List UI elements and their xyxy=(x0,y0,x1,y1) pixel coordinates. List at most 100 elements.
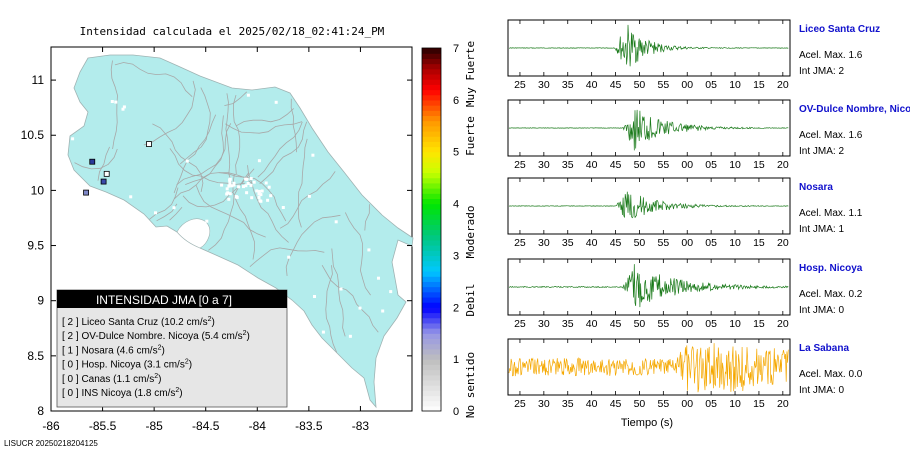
town-marker xyxy=(257,192,261,196)
colorbar-step xyxy=(422,48,441,54)
colorbar-step xyxy=(422,63,441,70)
legend-item-close: ) xyxy=(162,345,165,356)
road-line xyxy=(249,247,325,268)
legend-item-name: Nosara xyxy=(81,345,116,356)
colorbar-step xyxy=(422,328,441,334)
town-marker xyxy=(313,295,316,298)
road-line xyxy=(224,91,248,106)
road-line xyxy=(259,121,308,184)
colorbar-step xyxy=(422,400,441,407)
town-marker xyxy=(339,287,343,291)
town-marker xyxy=(110,100,114,103)
legend-item: [ 2 ] OV-Dulce Nombre. Nicoya (5.4 cm/s2… xyxy=(62,330,250,342)
road-line xyxy=(225,121,303,134)
waveform-x-tick-label: 55 xyxy=(657,318,669,330)
waveform-x-tick-label: 55 xyxy=(657,398,669,410)
colorbar-step xyxy=(422,110,441,117)
colorbar-step xyxy=(422,162,441,168)
footer-id: LISUCR 20250218204125 xyxy=(4,439,98,448)
intensity-colorbar: 0 1 2 3 4 5 6 7 No sentido Debil Moderado Fuerte Mu… xyxy=(421,41,477,418)
road-line xyxy=(325,265,338,353)
station-markers xyxy=(83,141,152,196)
town-marker xyxy=(228,178,232,182)
waveform-x-tick-label: 05 xyxy=(705,79,717,91)
legend-item-accel: (4.6 cm/s xyxy=(116,345,157,356)
colorbar-step xyxy=(422,203,441,210)
road-line xyxy=(232,94,241,175)
town-marker xyxy=(252,180,256,184)
waveform-x-tick-label: 15 xyxy=(753,398,765,410)
colorbar-step xyxy=(422,239,441,246)
waveform-x-tick-label: 00 xyxy=(681,237,693,249)
map-y-tick-label: 9.5 xyxy=(27,239,44,253)
town-marker xyxy=(244,177,248,181)
waveform-x-tick-label: 00 xyxy=(681,398,693,410)
legend-title: INTENSIDAD JMA [0 a 7] xyxy=(96,293,232,307)
station-marker xyxy=(89,158,96,165)
station-jma: Int JMA: 2 xyxy=(799,146,844,157)
town-marker xyxy=(234,195,238,199)
waveform-x-tick-label: 10 xyxy=(729,237,741,249)
colorbar-step xyxy=(422,343,441,350)
town-marker xyxy=(244,184,248,188)
colorbar-step xyxy=(422,307,441,314)
station-name: Nosara xyxy=(799,182,833,193)
legend-items: [ 2 ] Liceo Santa Cruz (10.2 cm/s2)[ 2 ]… xyxy=(62,316,250,399)
colorbar-step xyxy=(422,302,441,308)
town-marker xyxy=(226,191,230,195)
town-marker xyxy=(260,189,264,193)
waveform-x-tick-label: 15 xyxy=(753,159,765,171)
town-marker xyxy=(232,183,236,187)
town-marker xyxy=(245,191,249,195)
waveform-frame xyxy=(507,258,791,316)
town-marker xyxy=(255,189,259,193)
station-accel: Acel. Max. 1.1 xyxy=(799,208,863,219)
town-marker xyxy=(311,153,315,157)
legend-item-unit-exp: 2 xyxy=(158,344,162,351)
waveform-x-tick-label: 40 xyxy=(586,398,598,410)
colorbar-step xyxy=(422,130,441,137)
waveform-x-tick-label: 00 xyxy=(681,79,693,91)
town-marker xyxy=(228,192,232,196)
colorbar-step xyxy=(422,359,441,365)
colorbar-step xyxy=(422,213,441,220)
town-marker xyxy=(287,255,291,259)
map-y-tick-label: 8 xyxy=(37,404,44,418)
waveform-frame xyxy=(507,177,791,235)
waveform-x-tick-label: 35 xyxy=(562,398,574,410)
waveform-x-tick-label: 50 xyxy=(634,159,646,171)
station-name: OV-Dulce Nombre, Nicoya xyxy=(799,104,910,115)
colorbar-tick-label: 7 xyxy=(453,43,459,55)
road-line xyxy=(236,108,294,127)
colorbar-step xyxy=(422,125,441,132)
map-x-axis: -86 -85.5 -85 -84.5 -84 -83.5 -83 xyxy=(42,47,369,433)
colorbar-step xyxy=(422,281,441,288)
waveform-x-tick-label: 20 xyxy=(777,159,789,171)
road-line xyxy=(225,93,232,183)
colorbar-step xyxy=(422,224,441,231)
waveform-x-tick-label: 30 xyxy=(538,79,550,91)
legend-item-unit-exp: 2 xyxy=(154,373,158,380)
waveform-x-tick-label: 45 xyxy=(610,79,622,91)
legend-item-intensity: [ 0 ] xyxy=(62,388,81,399)
road-line xyxy=(195,185,266,238)
waveform-x-tick-label: 10 xyxy=(729,398,741,410)
town-marker xyxy=(246,93,250,97)
colorbar-step xyxy=(422,94,441,101)
waveform-x-tick-label: 05 xyxy=(705,318,717,330)
legend-item-name: Liceo Santa Cruz xyxy=(81,317,161,328)
legend-item-unit-exp: 2 xyxy=(185,359,189,366)
legend-item-close: ) xyxy=(212,317,215,328)
legend-item: [ 0 ] Hosp. Nicoya (3.1 cm/s2) xyxy=(62,359,192,371)
legend-item-close: ) xyxy=(189,360,192,371)
intensity-map: Intensidad calculada el 2025/02/18_02:41… xyxy=(21,25,414,433)
colorbar-step xyxy=(422,198,441,205)
town-marker xyxy=(321,330,325,334)
colorbar-step xyxy=(422,141,441,148)
map-y-tick-label: 10.5 xyxy=(21,128,45,142)
colorbar-scale xyxy=(422,48,441,412)
colorbar-category-label: Fuerte xyxy=(464,116,477,156)
colorbar-step xyxy=(422,105,441,111)
town-marker xyxy=(154,211,157,215)
